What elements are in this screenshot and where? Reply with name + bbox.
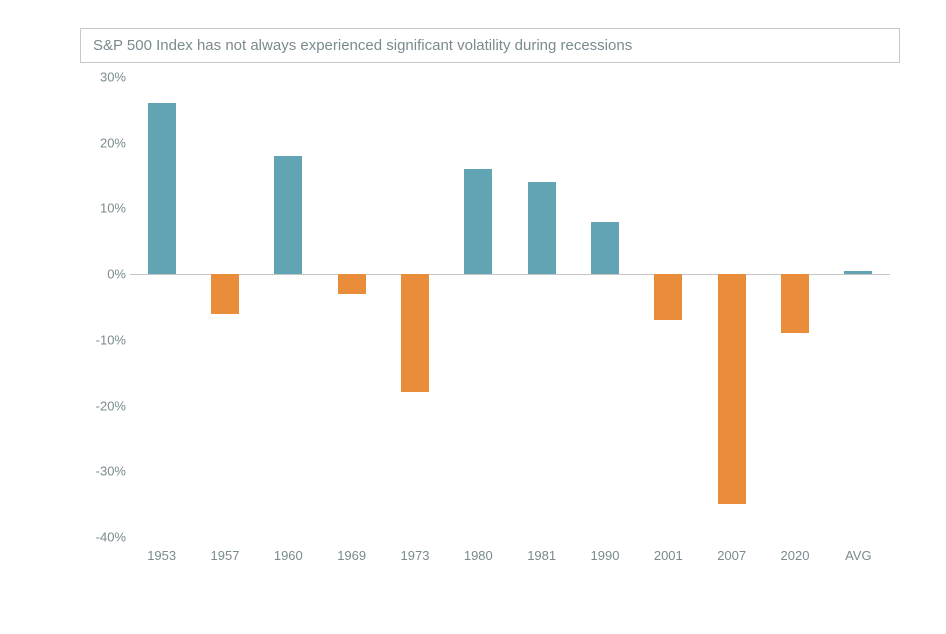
x-tick-label: 1981 xyxy=(527,548,556,563)
chart-title-box: S&P 500 Index has not always experienced… xyxy=(80,28,900,63)
y-tick-label: -30% xyxy=(80,464,126,479)
y-tick-label: -10% xyxy=(80,332,126,347)
bar-slot: 1990 xyxy=(573,77,636,537)
y-axis: 30%20%10%0%-10%-20%-30%-40% xyxy=(80,77,130,537)
bar-slot: 1960 xyxy=(257,77,320,537)
bars-group: 1953195719601969197319801981199020012007… xyxy=(130,77,890,537)
bar-slot: 2001 xyxy=(637,77,700,537)
x-tick-label: 1953 xyxy=(147,548,176,563)
y-tick-label: 10% xyxy=(80,201,126,216)
bar xyxy=(211,274,239,313)
bar xyxy=(274,156,302,274)
y-tick-label: 30% xyxy=(80,70,126,85)
bar-slot: 1969 xyxy=(320,77,383,537)
x-tick-label: AVG xyxy=(845,548,872,563)
chart-title: S&P 500 Index has not always experienced… xyxy=(93,37,887,54)
x-tick-label: 1957 xyxy=(211,548,240,563)
bar xyxy=(338,274,366,294)
x-tick-label: 1990 xyxy=(591,548,620,563)
y-tick-label: -20% xyxy=(80,398,126,413)
bar xyxy=(844,271,872,274)
y-tick-label: 0% xyxy=(80,267,126,282)
x-tick-label: 1980 xyxy=(464,548,493,563)
bar xyxy=(464,169,492,274)
x-tick-label: 1969 xyxy=(337,548,366,563)
bar-slot: 1981 xyxy=(510,77,573,537)
x-tick-label: 2007 xyxy=(717,548,746,563)
bar xyxy=(654,274,682,320)
bar xyxy=(781,274,809,333)
x-tick-label: 1960 xyxy=(274,548,303,563)
bar xyxy=(148,103,176,274)
bar xyxy=(591,222,619,275)
bar-slot: 2007 xyxy=(700,77,763,537)
chart-container: S&P 500 Index has not always experienced… xyxy=(80,28,900,598)
bar-slot: 1980 xyxy=(447,77,510,537)
x-tick-label: 2020 xyxy=(781,548,810,563)
bar-slot: 1953 xyxy=(130,77,193,537)
bar xyxy=(528,182,556,274)
x-tick-label: 1973 xyxy=(401,548,430,563)
bar xyxy=(718,274,746,504)
bar-slot: 1973 xyxy=(383,77,446,537)
bar-slot: 1957 xyxy=(193,77,256,537)
bar xyxy=(401,274,429,392)
y-tick-label: 20% xyxy=(80,135,126,150)
y-tick-label: -40% xyxy=(80,530,126,545)
bar-slot: AVG xyxy=(827,77,890,537)
bar-slot: 2020 xyxy=(763,77,826,537)
plot-area: 30%20%10%0%-10%-20%-30%-40% 195319571960… xyxy=(130,77,890,537)
x-tick-label: 2001 xyxy=(654,548,683,563)
